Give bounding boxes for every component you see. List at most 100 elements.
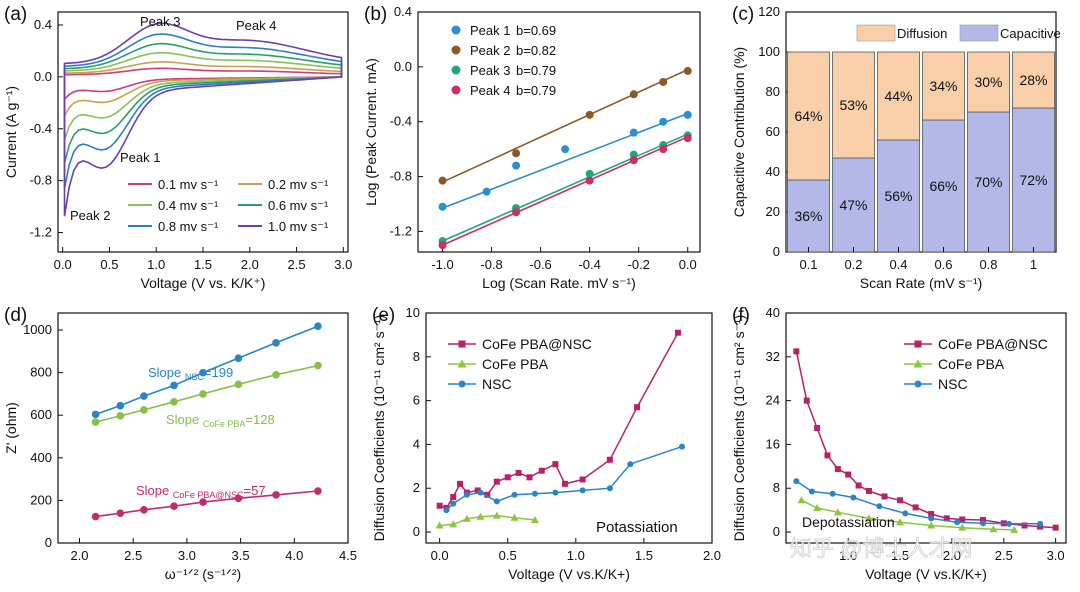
data-point [959, 516, 966, 523]
bar-capacitive [787, 179, 830, 253]
bar-label-capacitive: 47% [839, 197, 867, 213]
x-tick-label: 3.0 [1047, 548, 1065, 563]
data-point [850, 494, 857, 501]
y-axis-label: Capacitive Contribution (%) [731, 47, 747, 217]
slope-text: Slope [166, 412, 203, 427]
data-point [272, 491, 280, 499]
data-point [876, 503, 883, 510]
bar-diffusion [922, 51, 965, 121]
x-tick-label: -0.4 [578, 257, 600, 272]
data-point [438, 241, 447, 250]
data-point [435, 521, 444, 529]
legend-b-value: b=0.79 [516, 63, 556, 78]
x-tick-label: 0.0 [679, 257, 697, 272]
y-tick-label: 0.4 [34, 17, 52, 32]
data-point [272, 370, 280, 379]
x-tick-label: 1.0 [839, 548, 857, 563]
legend-label: 0.1 mv s⁻¹ [158, 177, 219, 192]
data-point [170, 398, 178, 406]
x-tick-label: 2.0 [703, 548, 721, 563]
bar-capacitive [1012, 107, 1055, 253]
x-tick-label: 2.0 [241, 257, 259, 272]
legend-label: 0.6 mv s⁻¹ [268, 198, 329, 213]
cv-curve-3 [63, 42, 343, 164]
y-axis-label: Diffusion Coefficients (10⁻¹¹ cm² s⁻¹) [731, 315, 747, 542]
x-tick-label: 4.0 [285, 548, 303, 563]
y-tick-label: -0.8 [30, 173, 52, 188]
y-tick-label: 6 [413, 393, 420, 408]
legend-label-capacitive: Capacitive [1000, 26, 1061, 41]
slope-value: =199 [204, 365, 233, 380]
legend-label: Peak 4 [470, 83, 510, 98]
fit-line-0 [442, 112, 689, 209]
panel-label: (a) [4, 4, 27, 25]
data-point [91, 418, 100, 426]
series-line-1 [95, 364, 319, 423]
data-point [585, 176, 594, 185]
bar-label-capacitive: 56% [884, 188, 912, 204]
data-point [865, 487, 872, 494]
data-point [458, 340, 466, 348]
annotation-text: Depotassiation [802, 514, 895, 530]
data-point [450, 500, 457, 507]
y-axis-label: Current (A g⁻¹) [3, 86, 19, 178]
bar-label-diffusion: 30% [974, 74, 1002, 90]
legend-marker [451, 25, 461, 35]
data-point [679, 443, 686, 450]
y-tick-label: 16 [766, 436, 780, 451]
data-point [272, 339, 280, 347]
data-point [512, 161, 521, 170]
data-point [515, 469, 522, 476]
bar-diffusion [1012, 51, 1055, 109]
data-point [170, 502, 178, 510]
data-point [450, 494, 457, 500]
data-point [538, 467, 545, 474]
data-point [476, 512, 485, 520]
annotation-peak3: Peak 3 [140, 14, 180, 29]
data-point [474, 487, 481, 494]
y-tick-label: 600 [30, 407, 52, 422]
data-point [443, 507, 450, 514]
panel-label: (d) [4, 305, 27, 326]
y-tick-label: 120 [758, 4, 780, 19]
data-point [634, 404, 641, 411]
data-point [552, 489, 559, 496]
data-point [824, 452, 831, 459]
data-point [683, 66, 692, 75]
legend-label: NSC [938, 376, 968, 392]
data-point [912, 504, 919, 511]
x-axis-label: ω⁻¹ᐟ² (s⁻¹ᐟ²) [165, 566, 241, 582]
data-point [629, 150, 638, 159]
data-point [585, 110, 594, 119]
bar-label-capacitive: 72% [1019, 172, 1047, 188]
data-point [579, 487, 586, 494]
bar-capacitive [922, 119, 965, 253]
slope-label-pba: Slope CoFe PBA=128 [166, 412, 275, 429]
data-point [928, 510, 935, 517]
data-point [1037, 520, 1044, 527]
x-tick-label: 3.0 [334, 257, 352, 272]
bar-capacitive [877, 139, 920, 253]
panel-d: 2.0 2.5 3.0 3.5 4.0 4.5 0 200 400 600 800 1000 ω⁻¹ᐟ²… [3, 305, 357, 582]
y-tick-label: 8 [773, 480, 780, 495]
y-tick-label: 24 [766, 393, 780, 408]
fit-line-3 [442, 136, 689, 246]
x-tick-label: 1.5 [891, 548, 909, 563]
legend-label: Peak 1 [470, 23, 510, 38]
data-point [234, 380, 243, 389]
y-tick-label: -1.2 [30, 225, 52, 240]
y-axis-label: Diffusion Coefficients (10⁻¹¹ cm² s⁻¹) [371, 315, 387, 542]
legend-marker [451, 45, 461, 55]
y-tick-label: 2 [413, 480, 420, 495]
x-tick-label: 0.1 [799, 257, 817, 272]
legend-label-diffusion: Diffusion [897, 26, 947, 41]
bar-label-diffusion: 44% [884, 88, 912, 104]
y-tick-label: 8 [413, 349, 420, 364]
y-tick-label: 32 [766, 349, 780, 364]
y-tick-label: 0.0 [34, 69, 52, 84]
bar-diffusion [787, 51, 830, 181]
panel-b: -1.0 -0.8 -0.6 -0.4 -0.2 0.0 0.4 0.0 -0.4 -0.8 -1.… [363, 4, 701, 291]
legend-marker [451, 85, 461, 95]
data-point [140, 392, 148, 400]
data-point [855, 482, 862, 489]
